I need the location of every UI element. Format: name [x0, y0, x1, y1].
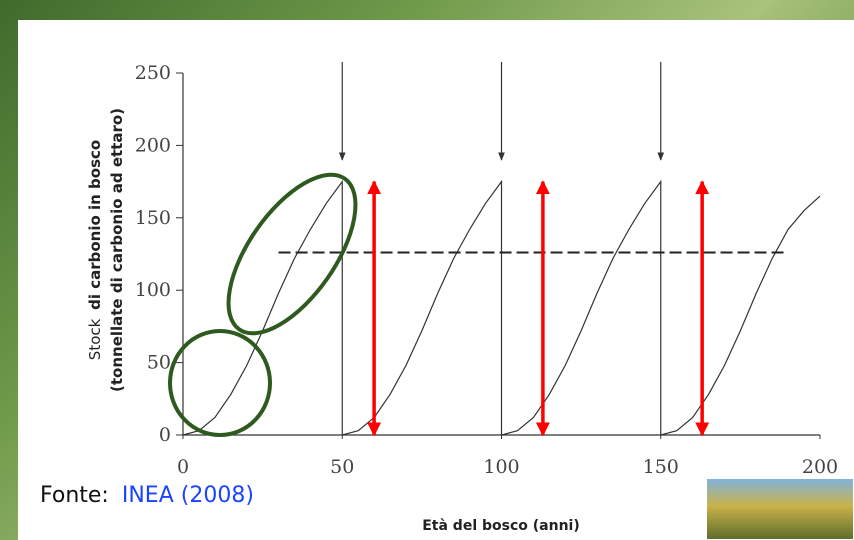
y-label-part: di carbonio in bosco [86, 140, 104, 310]
y-tick-label: 250 [135, 62, 171, 84]
y-tick-label: 0 [159, 424, 171, 446]
series-line [183, 182, 820, 435]
y-tick-label: 150 [135, 207, 171, 229]
slide: Stock di carbonio in bosco (tonnellate d… [0, 0, 854, 540]
y-axis-label: Stock di carbonio in bosco [86, 140, 104, 360]
y-tick-label: 200 [135, 134, 171, 156]
y-tick-label: 50 [147, 352, 171, 374]
source: Fonte: INEA (2008) [40, 483, 254, 508]
highlight-ellipse [204, 154, 380, 354]
highlight-ellipse [170, 331, 270, 435]
source-label: Fonte: [40, 483, 109, 508]
y-label-part: Stock [86, 318, 104, 360]
x-tick-label: 100 [483, 456, 519, 478]
chart: Stock di carbonio in bosco (tonnellate d… [0, 0, 854, 540]
y-axis-label: (tonnellate di carbonio ad ettaro) [108, 108, 126, 392]
x-axis-label: Età del bosco (anni) [422, 518, 580, 534]
x-tick-label: 200 [802, 456, 838, 478]
x-tick-label: 150 [643, 456, 679, 478]
x-tick-label: 50 [330, 456, 354, 478]
y-tick-label: 100 [135, 279, 171, 301]
source-link[interactable]: INEA (2008) [122, 483, 254, 508]
x-tick-label: 0 [177, 456, 189, 478]
photo [706, 478, 854, 540]
